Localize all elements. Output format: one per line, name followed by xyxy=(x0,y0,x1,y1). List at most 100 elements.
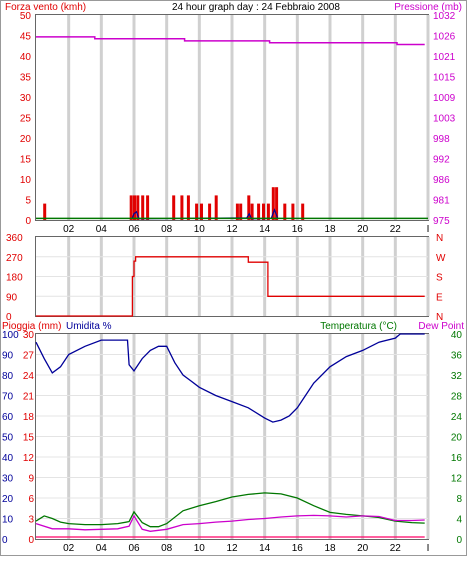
hour-tick-label: 10 xyxy=(194,224,206,235)
wind-speed-tick-label: 30 xyxy=(20,93,32,104)
hour-tick-label: 14 xyxy=(259,224,271,235)
pressure-tick-label: 975 xyxy=(433,216,450,227)
wind-speed-bar xyxy=(180,195,184,220)
temperature-tick-label: 4 xyxy=(456,515,462,526)
wind-direction-tick-label: 270 xyxy=(6,253,23,264)
hour-tick-label: 12 xyxy=(226,224,238,235)
humidity-tick-label: 100 xyxy=(2,330,19,341)
wind-direction-tick-label: 0 xyxy=(6,312,12,323)
rain-tick-label: 6 xyxy=(28,494,34,505)
wind-speed-tick-label: 40 xyxy=(20,52,32,63)
wind-speed-bar xyxy=(247,195,251,220)
compass-letter: N xyxy=(436,233,443,244)
pressure-tick-label: 1021 xyxy=(433,52,456,63)
temperature-tick-label: 24 xyxy=(451,412,463,423)
wind-speed-bar xyxy=(250,203,254,220)
temperature-line xyxy=(35,492,425,528)
wind-pressure-grid xyxy=(67,15,430,220)
hour-tick-label: 06 xyxy=(128,543,140,554)
humidity-tick-label: 40 xyxy=(2,453,14,464)
hour-tick-label: 22 xyxy=(390,543,402,554)
wind-direction-tick-label: 360 xyxy=(6,233,23,244)
temperature-tick-label: 16 xyxy=(451,453,463,464)
humidity-tick-label: 60 xyxy=(2,412,14,423)
wind-speed-bar xyxy=(235,203,239,220)
wind-speed-bar xyxy=(172,195,176,220)
temperature-tick-label: 36 xyxy=(451,351,463,362)
wind-speed-bar xyxy=(283,203,287,220)
temperature-humidity-panel: 1009080706050403020100302724211815129630… xyxy=(2,321,464,554)
wind-speed-bar xyxy=(141,195,145,220)
wind-pressure-plot xyxy=(36,36,428,220)
rain-tick-label: 27 xyxy=(23,351,35,362)
hour-tick-label: 02 xyxy=(63,224,75,235)
hour-tick-label: 06 xyxy=(128,224,140,235)
hour-tick-label: 20 xyxy=(357,224,369,235)
pressure-tick-label: 1032 xyxy=(433,11,456,22)
pressure-tick-label: 1003 xyxy=(433,114,456,125)
wind-speed-tick-label: 45 xyxy=(20,32,32,43)
humidity-tick-label: 70 xyxy=(2,392,14,403)
rain-tick-label: 21 xyxy=(23,392,35,403)
wind-speed-bar xyxy=(136,195,140,220)
pressure-tick-label: 986 xyxy=(433,175,450,186)
wind-speed-tick-label: 15 xyxy=(20,155,32,166)
rain-tick-label: 3 xyxy=(28,515,34,526)
temperature-humidity-x-axis: 02 04 06 08 10 12 14 16 18 20 22 I xyxy=(63,543,429,554)
wind-speed-bar xyxy=(195,203,199,220)
rain-tick-label: 9 xyxy=(28,474,34,485)
compass-letter: N xyxy=(436,312,443,323)
wind-speed-bar xyxy=(257,203,261,220)
wind-speed-bar xyxy=(271,187,275,220)
rain-tick-label: 24 xyxy=(23,371,35,382)
temperature-tick-label: 8 xyxy=(456,494,462,505)
wind-speed-bar xyxy=(133,195,136,220)
temperature-tick-label: 28 xyxy=(451,392,463,403)
rain-axis-title: Pioggia (mm) xyxy=(2,321,61,332)
wind-speed-bar xyxy=(239,203,243,220)
wind-direction-tick-label: 90 xyxy=(6,292,18,303)
humidity-tick-label: 90 xyxy=(2,351,14,362)
hour-tick-label: 18 xyxy=(324,224,336,235)
hour-tick-label: 14 xyxy=(259,543,271,554)
wind-speed-bar xyxy=(146,195,150,220)
wind-speed-tick-label: 50 xyxy=(20,11,32,22)
hour-tick-label: 20 xyxy=(357,543,369,554)
chart-title: 24 hour graph day : 24 Febbraio 2008 xyxy=(172,2,340,13)
wind-speed-bar xyxy=(301,203,305,220)
wind-speed-bar xyxy=(266,203,270,220)
hour-tick-label: 04 xyxy=(96,224,108,235)
wind-direction-tick-label: 180 xyxy=(6,273,23,284)
wind-speed-axis-title: Forza vento (kmh) xyxy=(5,2,86,13)
pressure-tick-label: 981 xyxy=(433,196,450,207)
hour-tick-label: 16 xyxy=(292,543,304,554)
temperature-tick-label: 0 xyxy=(456,535,462,546)
hour-tick-label: 02 xyxy=(63,543,75,554)
wind-speed-bar xyxy=(200,203,203,220)
wind-direction-degree-axis: 360 270 180 90 0 xyxy=(6,233,23,323)
wind-speed-tick-label: 10 xyxy=(20,175,32,186)
wind-speed-tick-label: 5 xyxy=(25,196,31,207)
wind-speed-tick-label: 35 xyxy=(20,73,32,84)
hour-tick-label: 08 xyxy=(161,224,173,235)
pressure-tick-label: 998 xyxy=(433,134,450,145)
hour-tick-label: 08 xyxy=(161,543,173,554)
wind-speed-tick-label: 0 xyxy=(25,216,31,227)
dew-point-line xyxy=(35,514,425,532)
pressure-axis: 1032 1026 1021 1015 1009 1003 998 992 986 981 975 xyxy=(433,11,456,227)
rain-tick-label: 15 xyxy=(23,433,35,444)
hour-tick-label: I xyxy=(427,224,430,235)
wind-speed-bar xyxy=(43,203,47,220)
temperature-tick-label: 40 xyxy=(451,330,463,341)
temperature-humidity-plot xyxy=(35,333,425,538)
pressure-tick-label: 1009 xyxy=(433,93,456,104)
temperature-humidity-grid xyxy=(36,334,430,539)
humidity-axis-title: Umidita % xyxy=(66,321,112,332)
humidity-tick-label: 50 xyxy=(2,433,14,444)
